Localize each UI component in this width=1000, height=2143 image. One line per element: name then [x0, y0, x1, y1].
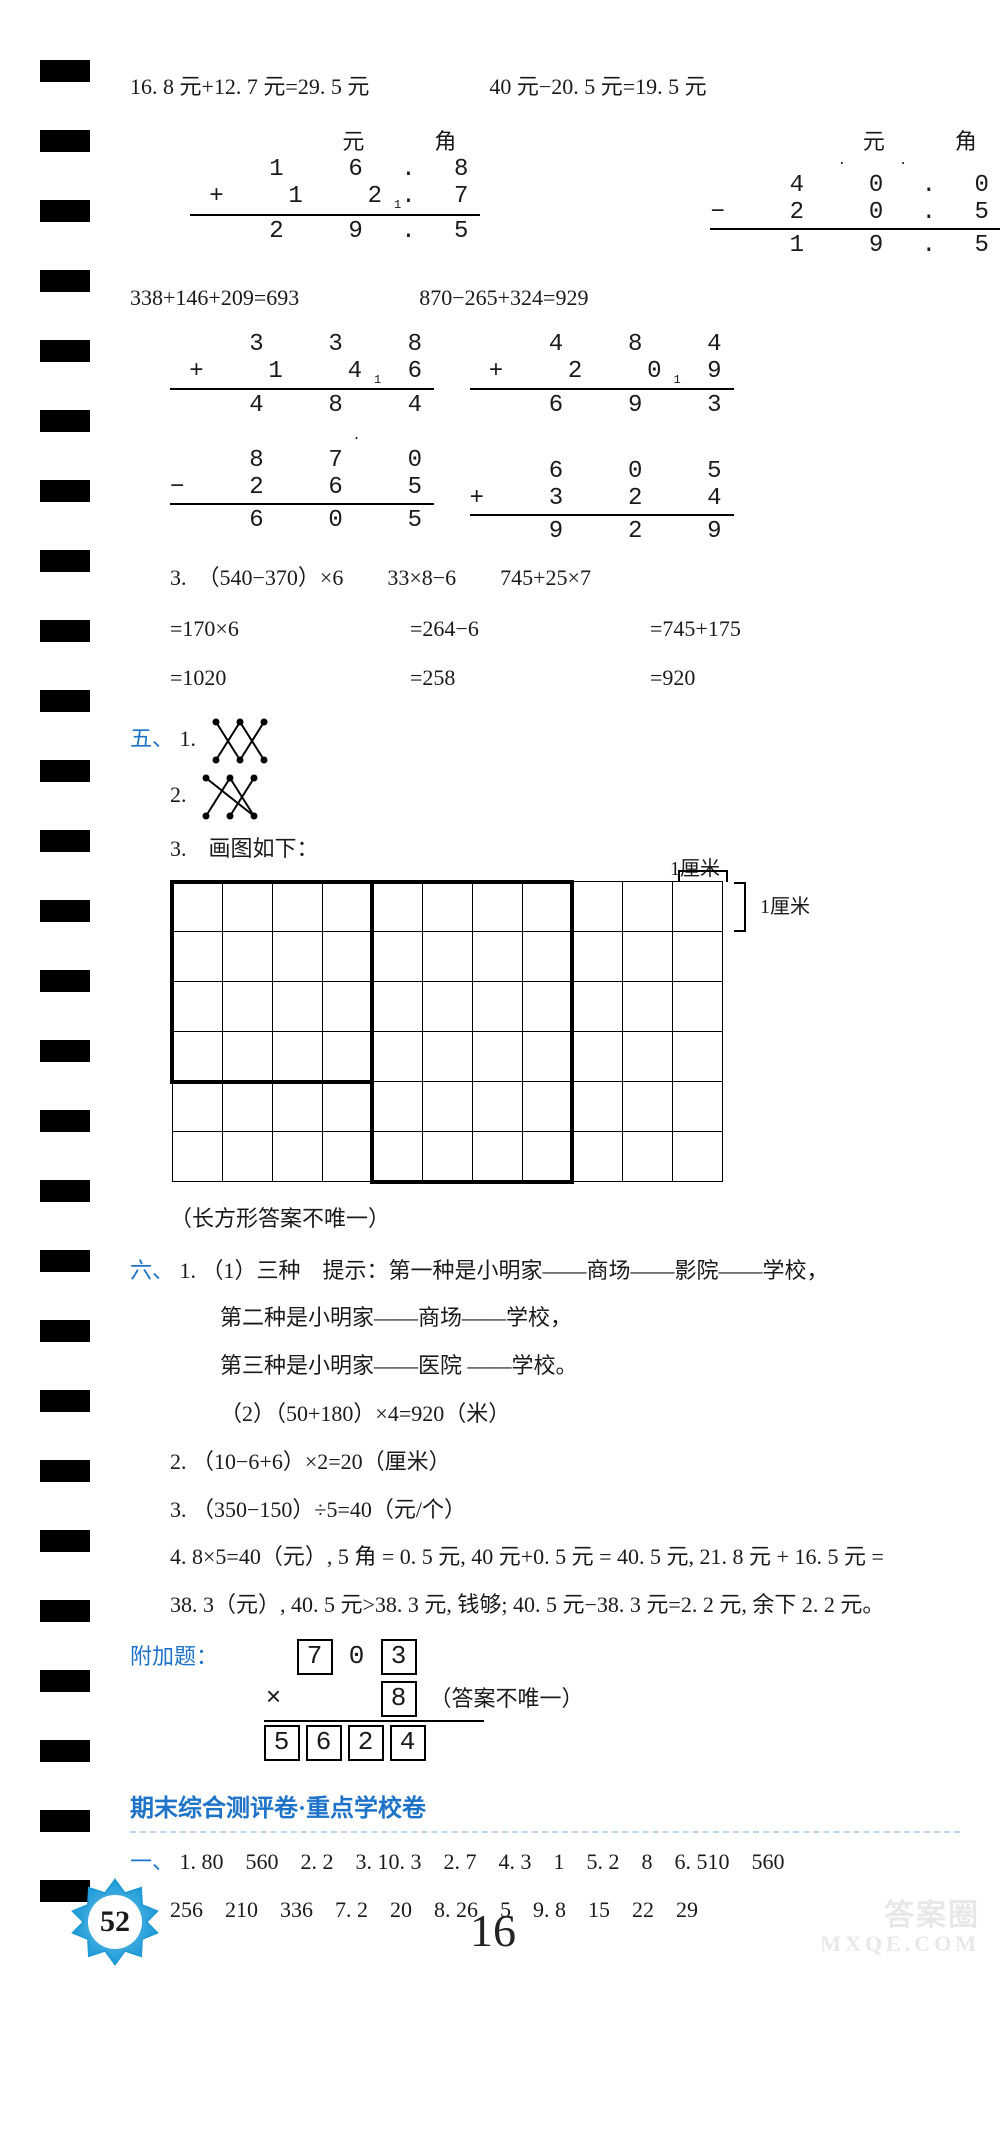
vcalc-c2: 4 8 4 + 2 01 9 6 9 3 [470, 331, 734, 420]
grid-bracket-right [734, 882, 746, 932]
final-line1: 1. 80 560 2. 2 3. 10. 3 2. 7 4. 3 1 5. 2… [180, 1849, 785, 1874]
p3-col-b: =264−6 =258 [410, 605, 590, 702]
vcalc-b-header: 元 角 [710, 124, 1000, 156]
equation-row-2: 338+146+209=693 870−265+324=929 [130, 277, 960, 319]
vcalc-b-r2: − 2 0 . 5 [710, 199, 1000, 226]
handwritten-note: 16 [470, 1904, 516, 1957]
vcalc-b-dots: · · [710, 156, 1000, 172]
eq1-right: 40 元−20. 5 元=19. 5 元 [489, 66, 706, 108]
vcalc-b-res: 1 9 . 5 [710, 228, 1000, 259]
vcalc-row-1: 元 角 1 6 . 8 + 1 21. 7 2 9 . 5 元 角 · · 4 … [190, 118, 960, 265]
s6-1-2: （2）（50+180）×4=920（米） [220, 1393, 960, 1435]
watermark-line1: 答案圈 [820, 1899, 980, 1932]
section-1: 一、 1. 80 560 2. 2 3. 10. 3 2. 7 4. 3 1 5… [130, 1841, 960, 1883]
s5-note: （长方形答案不唯一） [170, 1198, 960, 1240]
watermark-line2: MXQE.COM [820, 1932, 980, 1956]
s6-1-1: 1. （1）三种 提示：第一种是小明家——商场——影院——学校， [180, 1258, 829, 1283]
s6-4b: 38. 3（元）, 40. 5 元>38. 3 元, 钱够; 40. 5 元−3… [170, 1584, 960, 1626]
p3-c1: =745+175 [650, 605, 830, 653]
grid-table [170, 880, 723, 1184]
p3-col-a: =170×6 =1020 [170, 605, 350, 702]
problem-3-steps: =170×6 =1020 =264−6 =258 =745+175 =920 [170, 605, 960, 702]
p3-a2: =1020 [170, 654, 350, 702]
vcalc-c4: 6 0 5 + 3 2 4 9 2 9 [470, 431, 734, 545]
bonus-res: 5624 [254, 1722, 584, 1764]
eq2-left: 338+146+209=693 [130, 277, 299, 319]
sec1-num: 一、 [130, 1849, 174, 1874]
bonus-op: × [254, 1674, 294, 1723]
vcalc-a-header: 元 角 [190, 124, 480, 156]
bonus-note: （答案不唯一） [430, 1678, 584, 1720]
watermark: 答案圈 MXQE.COM [820, 1899, 980, 1956]
vcalc-b-r1: 4 0 . 0 [710, 172, 1000, 199]
s5-2: 2. [170, 782, 187, 807]
eq1-left: 16. 8 元+12. 7 元=29. 5 元 [130, 66, 369, 108]
section-5: 五、 1. [130, 716, 960, 766]
final-heading: 期末综合测评卷·重点学校卷 [130, 1788, 960, 1833]
vcalc-c1: 3 3 8 + 1 41 6 4 8 4 [170, 331, 434, 420]
problem-3-label: 3. （540−370）×6 33×8−6 745+25×7 [170, 557, 960, 599]
p3-a1: =170×6 [170, 605, 350, 653]
grid-bracket-top [678, 870, 728, 882]
page-badge: 52 [70, 1877, 160, 1967]
s6-1-1b: 第二种是小明家——商场——学校， [220, 1297, 960, 1339]
vcalc-a: 元 角 1 6 . 8 + 1 21. 7 2 9 . 5 [190, 124, 480, 259]
p3-b2: =258 [410, 654, 590, 702]
vcalc-a-r1: 1 6 . 8 [190, 156, 480, 183]
bonus-r2: × 8 （答案不唯一） [254, 1678, 584, 1720]
equation-row-1: 16. 8 元+12. 7 元=29. 5 元 40 元−20. 5 元=19.… [130, 66, 960, 108]
s6-4a: 4. 8×5=40（元）, 5 角 = 0. 5 元, 40 元+0. 5 元 … [170, 1536, 960, 1578]
x-shape-1 [210, 716, 270, 766]
p3-c2: =920 [650, 654, 830, 702]
s6-2: 2. （10−6+6）×2=20（厘米） [170, 1441, 960, 1483]
vcalc-a-res: 2 9 . 5 [190, 214, 480, 245]
vcalc-a-r2: + 1 21. 7 [190, 183, 480, 212]
p3-col-c: =745+175 =920 [650, 605, 830, 702]
s5-1: 1. [180, 726, 197, 751]
p3-b1: =264−6 [410, 605, 590, 653]
sec6-num: 六、 [130, 1258, 174, 1283]
s5-3: 3. 画图如下： [170, 828, 960, 870]
s6-1-1c: 第三种是小明家——医院 ——学校。 [220, 1345, 960, 1387]
bonus-r1: 703 [254, 1636, 584, 1678]
eq2-right: 870−265+324=929 [419, 277, 588, 319]
left-marker-column [40, 60, 90, 1950]
s5-row-2: 2. [170, 772, 960, 822]
section-6: 六、 1. （1）三种 提示：第一种是小明家——商场——影院——学校， [130, 1250, 960, 1292]
bonus-mult: 703 × 8 （答案不唯一） 5624 [254, 1636, 584, 1764]
grid-label-right: 1厘米 [760, 890, 810, 919]
page-number: 52 [70, 1877, 160, 1967]
vcalc-c3: · 8 7 0 − 2 6 5 6 0 5 [170, 431, 434, 534]
s6-3: 3. （350−150）÷5=40（元/个） [170, 1489, 960, 1531]
bonus-row: 附加题： 703 × 8 （答案不唯一） 5624 [130, 1636, 960, 1764]
sec5-num: 五、 [130, 726, 174, 751]
bonus-label: 附加题： [130, 1644, 218, 1669]
page-content: 16. 8 元+12. 7 元=29. 5 元 40 元−20. 5 元=19.… [0, 0, 1000, 1977]
grid-figure: 1厘米 1厘米 [170, 880, 960, 1184]
vcalc-row-2: 3 3 8 + 1 41 6 4 8 4 4 8 4 + 2 01 9 6 9 … [170, 325, 960, 552]
x-shape-2 [200, 772, 260, 822]
vcalc-b: 元 角 · · 4 0 . 0 − 2 0 . 5 1 9 . 5 [710, 124, 1000, 259]
